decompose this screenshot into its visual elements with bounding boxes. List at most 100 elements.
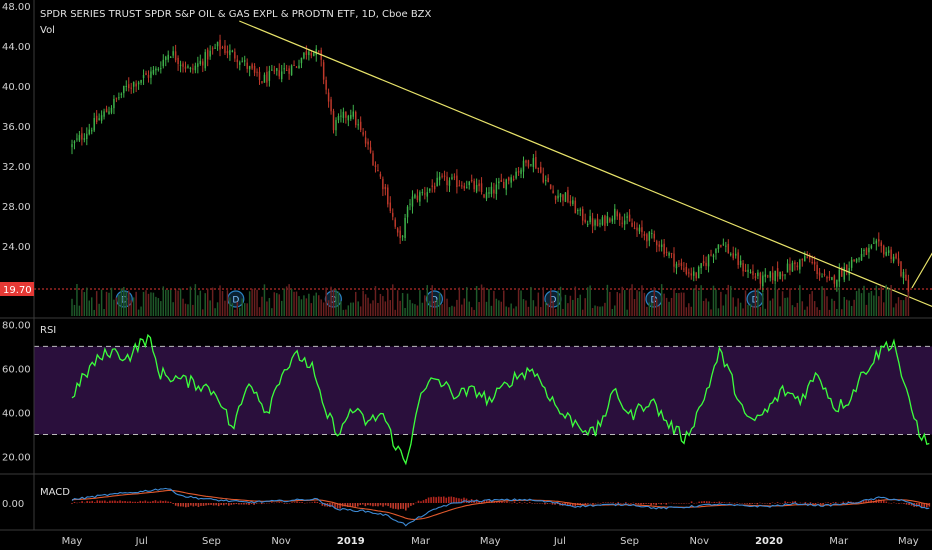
- candle-body[interactable]: [710, 254, 712, 256]
- candle-body[interactable]: [226, 50, 229, 54]
- candle-body[interactable]: [754, 276, 757, 278]
- candle-body[interactable]: [177, 57, 179, 64]
- candle-body[interactable]: [342, 111, 345, 118]
- candle-body[interactable]: [446, 176, 448, 186]
- candle-body[interactable]: [283, 68, 285, 70]
- candle-body[interactable]: [194, 65, 197, 71]
- candle-body[interactable]: [725, 245, 727, 247]
- candle-body[interactable]: [537, 167, 540, 169]
- candle-body[interactable]: [125, 85, 128, 87]
- candle-body[interactable]: [808, 255, 811, 260]
- candle-body[interactable]: [673, 253, 675, 267]
- candle-body[interactable]: [280, 71, 283, 80]
- candle-body[interactable]: [616, 211, 619, 217]
- candle-body[interactable]: [189, 67, 192, 70]
- candle-body[interactable]: [396, 228, 399, 233]
- candle-body[interactable]: [685, 266, 688, 275]
- candle-body[interactable]: [458, 185, 461, 187]
- trendline[interactable]: [239, 20, 932, 311]
- candle-body[interactable]: [409, 203, 411, 205]
- candle-body[interactable]: [498, 181, 500, 184]
- candle-body[interactable]: [897, 258, 900, 264]
- macd-pane[interactable]: [71, 487, 931, 527]
- candle-body[interactable]: [310, 52, 313, 56]
- candle-body[interactable]: [285, 70, 288, 72]
- candle-body[interactable]: [700, 263, 702, 269]
- candle-body[interactable]: [216, 41, 219, 47]
- candle-body[interactable]: [204, 52, 206, 69]
- candle-body[interactable]: [162, 59, 165, 67]
- candle-body[interactable]: [243, 60, 246, 62]
- candle-body[interactable]: [192, 68, 194, 70]
- candle-body[interactable]: [490, 186, 493, 194]
- candle-body[interactable]: [135, 83, 137, 87]
- candle-body[interactable]: [656, 241, 658, 246]
- candle-body[interactable]: [660, 244, 663, 247]
- candle-body[interactable]: [828, 276, 831, 278]
- candle-body[interactable]: [836, 279, 838, 287]
- candle-body[interactable]: [648, 231, 651, 241]
- candle-body[interactable]: [868, 247, 870, 253]
- candle-body[interactable]: [564, 192, 567, 202]
- candle-body[interactable]: [308, 51, 310, 56]
- candle-body[interactable]: [873, 242, 875, 244]
- candle-body[interactable]: [905, 274, 907, 281]
- candle-body[interactable]: [791, 262, 794, 272]
- candle-body[interactable]: [512, 178, 515, 180]
- candle-body[interactable]: [670, 253, 673, 255]
- candle-body[interactable]: [169, 56, 172, 58]
- candle-body[interactable]: [95, 115, 98, 122]
- candle-body[interactable]: [224, 45, 226, 54]
- candle-body[interactable]: [303, 52, 305, 59]
- candle-body[interactable]: [293, 65, 295, 67]
- candle-body[interactable]: [769, 271, 771, 278]
- candle-body[interactable]: [123, 85, 125, 94]
- candle-body[interactable]: [81, 133, 83, 140]
- candle-body[interactable]: [147, 74, 150, 78]
- candle-body[interactable]: [831, 277, 833, 280]
- candle-body[interactable]: [377, 169, 379, 172]
- candle-body[interactable]: [845, 264, 848, 272]
- candle-body[interactable]: [387, 187, 389, 205]
- candle-body[interactable]: [806, 257, 808, 259]
- candle-body[interactable]: [813, 261, 816, 265]
- candle-body[interactable]: [557, 195, 559, 199]
- candle-body[interactable]: [354, 111, 357, 125]
- candle-body[interactable]: [83, 138, 86, 140]
- candle-body[interactable]: [507, 177, 510, 181]
- candle-body[interactable]: [167, 54, 169, 60]
- candle-body[interactable]: [206, 49, 209, 60]
- candle-body[interactable]: [231, 50, 234, 52]
- candle-body[interactable]: [182, 63, 184, 67]
- candle-body[interactable]: [404, 217, 406, 238]
- candle-body[interactable]: [544, 180, 547, 182]
- candle-body[interactable]: [419, 192, 421, 202]
- candle-body[interactable]: [688, 272, 690, 274]
- candle-body[interactable]: [327, 92, 330, 102]
- candle-body[interactable]: [520, 169, 522, 174]
- candle-body[interactable]: [100, 115, 103, 121]
- candle-body[interactable]: [525, 160, 527, 163]
- candle-body[interactable]: [786, 263, 789, 273]
- candle-body[interactable]: [895, 254, 897, 259]
- candle-body[interactable]: [128, 84, 130, 89]
- candle-body[interactable]: [221, 47, 224, 49]
- candle-body[interactable]: [860, 253, 863, 261]
- candle-body[interactable]: [572, 200, 574, 205]
- candle-body[interactable]: [887, 250, 890, 253]
- candle-body[interactable]: [451, 177, 453, 179]
- candle-body[interactable]: [488, 192, 490, 194]
- candle-body[interactable]: [150, 71, 152, 78]
- candle-body[interactable]: [794, 262, 796, 265]
- candle-body[interactable]: [290, 65, 293, 76]
- candle-body[interactable]: [258, 71, 261, 80]
- candle-body[interactable]: [424, 193, 426, 195]
- candle-body[interactable]: [658, 244, 660, 247]
- candle-body[interactable]: [416, 195, 419, 200]
- candle-body[interactable]: [325, 79, 327, 90]
- candle-body[interactable]: [621, 222, 623, 224]
- candle-body[interactable]: [591, 218, 594, 227]
- candle-body[interactable]: [399, 230, 401, 239]
- candle-body[interactable]: [76, 138, 78, 140]
- candle-body[interactable]: [552, 190, 554, 194]
